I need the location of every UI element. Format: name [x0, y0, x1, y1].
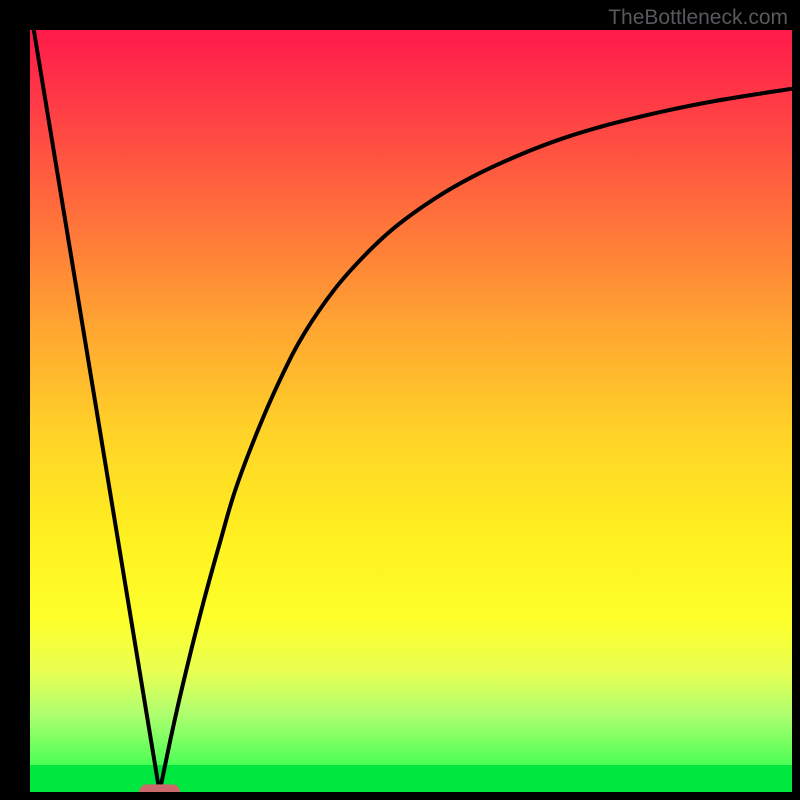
curve-layer [30, 30, 792, 792]
left-descending-line [34, 30, 160, 792]
minimum-marker [139, 784, 181, 792]
plot-area [30, 30, 792, 792]
chart-container: TheBottleneck.com [0, 0, 800, 800]
watermark-text: TheBottleneck.com [608, 6, 788, 30]
rising-curve [160, 89, 792, 792]
